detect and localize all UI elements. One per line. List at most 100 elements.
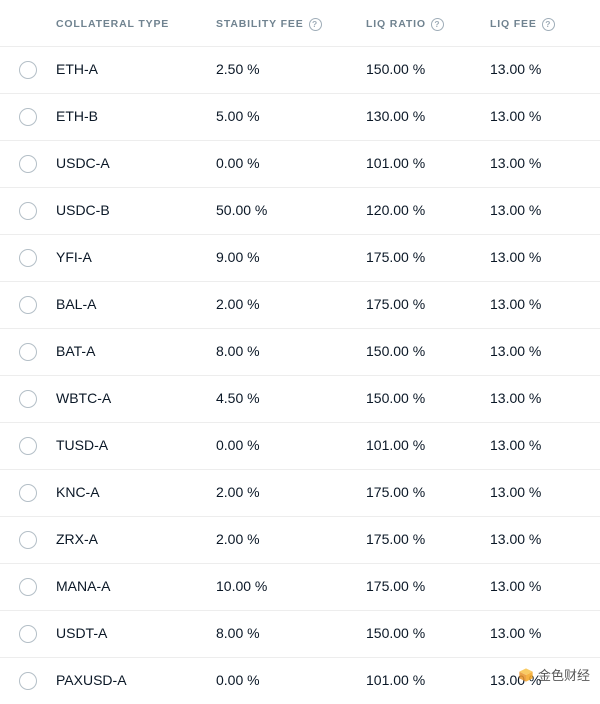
stability-fee-value: 2.50 % [216,61,260,77]
table-row[interactable]: ZRX-A 2.00 % 175.00 % 13.00 % [0,516,600,563]
stability-fee-value: 0.00 % [216,672,260,688]
radio-button[interactable] [19,484,37,502]
stability-fee-value: 8.00 % [216,343,260,359]
help-icon[interactable]: ? [309,18,322,31]
radio-button[interactable] [19,61,37,79]
radio-button[interactable] [19,390,37,408]
help-icon[interactable]: ? [542,18,555,31]
table-row[interactable]: KNC-A 2.00 % 175.00 % 13.00 % [0,469,600,516]
radio-button[interactable] [19,202,37,220]
liq-ratio-value: 101.00 % [366,672,425,688]
liq-fee-value: 13.00 % [490,625,541,641]
header-stability-fee: STABILITY FEE ? [216,18,322,31]
collateral-table: COLLATERAL TYPE STABILITY FEE ? LIQ RATI… [0,0,600,704]
stability-fee-value: 10.00 % [216,578,267,594]
radio-button[interactable] [19,531,37,549]
liq-fee-value: 13.00 % [490,202,541,218]
radio-button[interactable] [19,249,37,267]
header-stability-label: STABILITY FEE [216,18,304,30]
help-icon[interactable]: ? [431,18,444,31]
stability-fee-value: 0.00 % [216,155,260,171]
liq-fee-value: 13.00 % [490,484,541,500]
header-liq-ratio: LIQ RATIO ? [366,18,444,31]
radio-button[interactable] [19,108,37,126]
table-row[interactable]: MANA-A 10.00 % 175.00 % 13.00 % [0,563,600,610]
radio-button[interactable] [19,578,37,596]
collateral-name: WBTC-A [56,390,111,406]
liq-ratio-value: 150.00 % [366,390,425,406]
table-row[interactable]: BAL-A 2.00 % 175.00 % 13.00 % [0,281,600,328]
collateral-name: USDT-A [56,625,107,641]
table-row[interactable]: USDC-A 0.00 % 101.00 % 13.00 % [0,140,600,187]
liq-fee-value: 13.00 % [490,578,541,594]
liq-fee-value: 13.00 % [490,390,541,406]
watermark: 金色财经 [518,665,590,684]
collateral-name: PAXUSD-A [56,672,127,688]
radio-button[interactable] [19,155,37,173]
liq-fee-value: 13.00 % [490,343,541,359]
table-row[interactable]: USDT-A 8.00 % 150.00 % 13.00 % [0,610,600,657]
liq-fee-value: 13.00 % [490,155,541,171]
liq-ratio-value: 101.00 % [366,437,425,453]
stability-fee-value: 0.00 % [216,437,260,453]
collateral-name: ZRX-A [56,531,98,547]
liq-fee-value: 13.00 % [490,108,541,124]
stability-fee-value: 4.50 % [216,390,260,406]
liq-fee-value: 13.00 % [490,437,541,453]
header-liq-fee: LIQ FEE ? [490,18,555,31]
liq-fee-value: 13.00 % [490,531,541,547]
liq-ratio-value: 150.00 % [366,61,425,77]
liq-ratio-value: 130.00 % [366,108,425,124]
table-row[interactable]: ETH-A 2.50 % 150.00 % 13.00 % [0,46,600,93]
header-liqfee-label: LIQ FEE [490,18,537,30]
table-header-row: COLLATERAL TYPE STABILITY FEE ? LIQ RATI… [0,0,600,46]
table-row[interactable]: USDC-B 50.00 % 120.00 % 13.00 % [0,187,600,234]
liq-ratio-value: 150.00 % [366,625,425,641]
collateral-name: TUSD-A [56,437,108,453]
collateral-name: BAT-A [56,343,95,359]
table-body: ETH-A 2.50 % 150.00 % 13.00 % ETH-B 5.00… [0,46,600,704]
table-row[interactable]: BAT-A 8.00 % 150.00 % 13.00 % [0,328,600,375]
collateral-name: ETH-A [56,61,98,77]
collateral-name: YFI-A [56,249,92,265]
liq-ratio-value: 175.00 % [366,296,425,312]
collateral-name: BAL-A [56,296,96,312]
liq-ratio-value: 175.00 % [366,531,425,547]
liq-fee-value: 13.00 % [490,61,541,77]
cube-icon [518,667,534,683]
liq-fee-value: 13.00 % [490,249,541,265]
header-collateral-type: COLLATERAL TYPE [56,18,169,30]
collateral-name: ETH-B [56,108,98,124]
radio-button[interactable] [19,343,37,361]
watermark-text: 金色财经 [538,665,590,684]
stability-fee-value: 8.00 % [216,625,260,641]
header-collateral-label: COLLATERAL TYPE [56,18,169,30]
table-row[interactable]: ETH-B 5.00 % 130.00 % 13.00 % [0,93,600,140]
header-liqratio-label: LIQ RATIO [366,18,426,30]
liq-ratio-value: 101.00 % [366,155,425,171]
liq-ratio-value: 150.00 % [366,343,425,359]
table-row[interactable]: YFI-A 9.00 % 175.00 % 13.00 % [0,234,600,281]
stability-fee-value: 2.00 % [216,531,260,547]
stability-fee-value: 2.00 % [216,296,260,312]
liq-fee-value: 13.00 % [490,296,541,312]
collateral-name: MANA-A [56,578,110,594]
stability-fee-value: 9.00 % [216,249,260,265]
liq-ratio-value: 120.00 % [366,202,425,218]
table-row[interactable]: PAXUSD-A 0.00 % 101.00 % 13.00 % [0,657,600,704]
radio-button[interactable] [19,672,37,690]
radio-button[interactable] [19,296,37,314]
collateral-name: USDC-A [56,155,110,171]
liq-ratio-value: 175.00 % [366,249,425,265]
radio-button[interactable] [19,437,37,455]
radio-button[interactable] [19,625,37,643]
collateral-name: KNC-A [56,484,100,500]
stability-fee-value: 2.00 % [216,484,260,500]
stability-fee-value: 50.00 % [216,202,267,218]
stability-fee-value: 5.00 % [216,108,260,124]
table-row[interactable]: WBTC-A 4.50 % 150.00 % 13.00 % [0,375,600,422]
liq-ratio-value: 175.00 % [366,484,425,500]
liq-ratio-value: 175.00 % [366,578,425,594]
table-row[interactable]: TUSD-A 0.00 % 101.00 % 13.00 % [0,422,600,469]
collateral-name: USDC-B [56,202,110,218]
